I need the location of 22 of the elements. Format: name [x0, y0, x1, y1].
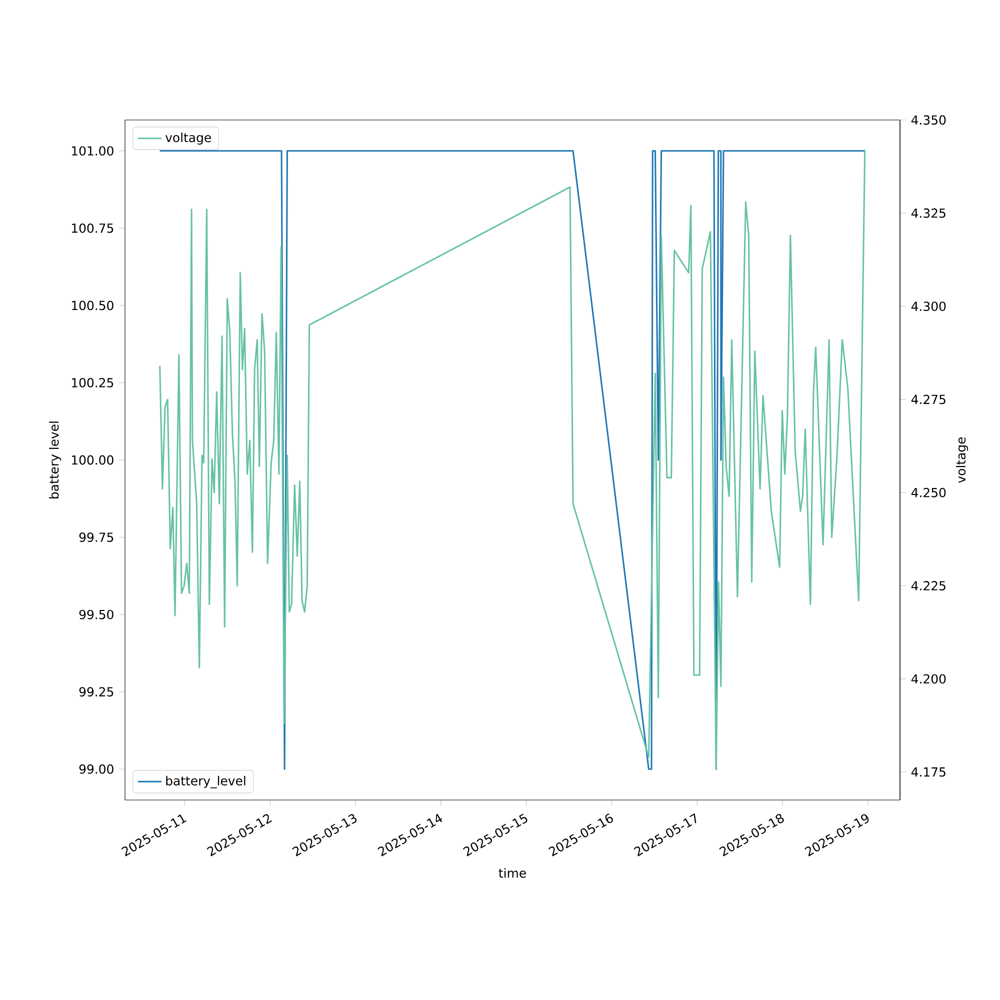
legend-label: battery_level — [166, 776, 246, 788]
y2-axis-title: voltage — [956, 437, 968, 483]
y2-tick-label: 4.200 — [911, 674, 946, 684]
y2-tick-label: 4.300 — [911, 302, 946, 311]
y-tick-label: 101.00 — [72, 146, 114, 156]
legend-label: voltage — [165, 132, 211, 145]
y2-tick-label: 4.175 — [911, 767, 946, 777]
y-tick-label: 99.75 — [79, 532, 114, 542]
x-axis-title: time — [498, 868, 526, 878]
y-axis-title: battery level — [49, 422, 62, 498]
y-tick-label: 99.25 — [79, 687, 114, 697]
y2-tick-label: 4.225 — [911, 581, 946, 590]
y2-tick-label: 4.250 — [911, 488, 946, 498]
y2-tick-label: 4.325 — [911, 208, 946, 218]
y-tick-label: 100.50 — [72, 300, 114, 310]
y-tick-label: 100.00 — [72, 455, 114, 465]
y-tick-label: 99.50 — [79, 610, 114, 620]
y-tick-label: 99.00 — [79, 764, 114, 774]
y2-tick-label: 4.275 — [911, 394, 946, 404]
y-tick-label: 100.75 — [72, 223, 114, 233]
y2-tick-label: 4.350 — [911, 115, 946, 125]
y-tick-label: 100.25 — [72, 378, 114, 388]
